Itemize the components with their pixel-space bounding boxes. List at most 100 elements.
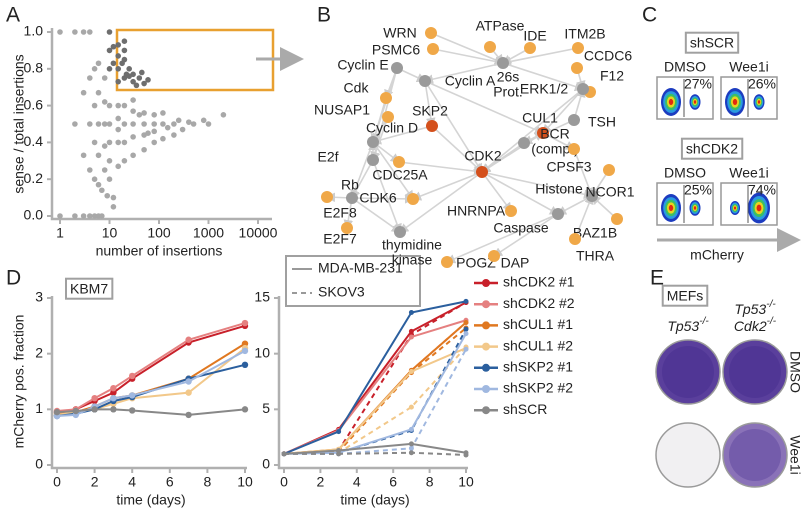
scatter-point bbox=[179, 126, 186, 133]
data-point bbox=[408, 309, 414, 315]
y-tick-label: 1.0 bbox=[24, 23, 44, 39]
node-label: Cyclin E bbox=[337, 57, 388, 73]
scatter-point bbox=[106, 121, 113, 127]
scatter-point bbox=[80, 152, 87, 159]
scatter-point bbox=[95, 213, 102, 219]
scatter-point bbox=[121, 38, 128, 44]
y-tick-label: 0.0 bbox=[24, 207, 44, 223]
scatter-point bbox=[91, 66, 98, 72]
scatter-point bbox=[101, 121, 108, 127]
network-node bbox=[341, 222, 353, 234]
density-contour bbox=[668, 98, 674, 106]
network-node bbox=[497, 57, 509, 69]
node-label: WRN bbox=[383, 25, 416, 41]
condition-label: DMSO bbox=[664, 165, 706, 181]
group-title-box bbox=[684, 31, 740, 54]
network-node bbox=[367, 154, 379, 166]
data-line bbox=[283, 328, 467, 455]
y-tick-label: 0.6 bbox=[24, 96, 44, 112]
data-point bbox=[408, 450, 414, 456]
scatter-point bbox=[95, 60, 102, 67]
scatter-point bbox=[115, 102, 122, 109]
network-edge bbox=[481, 171, 594, 199]
legend-label: shSKP2 #2 bbox=[503, 380, 573, 396]
title-box bbox=[65, 277, 114, 300]
node-label: THRA bbox=[576, 248, 615, 264]
network-edge bbox=[411, 171, 483, 201]
node-label: Caspase bbox=[493, 220, 548, 236]
panel-label: A bbox=[6, 4, 20, 27]
scatter-point bbox=[101, 99, 108, 105]
node-label: Prot. bbox=[493, 84, 523, 100]
network-edge bbox=[424, 80, 545, 135]
data-point bbox=[110, 389, 117, 396]
plate-stain bbox=[729, 429, 781, 481]
scatter-point bbox=[151, 112, 158, 118]
network-edge bbox=[372, 159, 402, 234]
scatter-point bbox=[130, 71, 136, 78]
scatter-point bbox=[106, 139, 113, 146]
network-node bbox=[611, 213, 623, 225]
scatter-point bbox=[136, 75, 143, 81]
scatter-point bbox=[115, 42, 122, 48]
network-node bbox=[346, 192, 358, 204]
scatter-point bbox=[115, 115, 122, 122]
genotype-label: Tp53-/- bbox=[734, 299, 776, 317]
network-edge bbox=[432, 48, 505, 67]
node-label: 26s bbox=[497, 69, 520, 85]
scatter-point bbox=[121, 139, 128, 146]
node-label: ATPase bbox=[476, 18, 525, 34]
y-tick-label: 2 bbox=[35, 344, 43, 360]
data-line bbox=[283, 300, 467, 455]
node-label: Cdk bbox=[344, 80, 370, 96]
scatter-point bbox=[95, 121, 102, 127]
legend-label: shCDK2 #1 bbox=[503, 274, 575, 290]
network-edge bbox=[445, 213, 559, 264]
node-label: CDC25A bbox=[372, 167, 428, 183]
node-label: CPSF3 bbox=[546, 159, 591, 175]
network-edge bbox=[350, 141, 374, 200]
x-axis-label: time (days) bbox=[340, 492, 409, 508]
network-node bbox=[569, 233, 581, 245]
network-edge bbox=[502, 62, 585, 92]
highlight-box bbox=[115, 28, 275, 92]
y-tick-label: 10 bbox=[254, 344, 270, 360]
data-line bbox=[56, 324, 246, 414]
plates-title-box bbox=[661, 284, 709, 307]
network-edge bbox=[431, 125, 484, 174]
scatter-point bbox=[200, 117, 207, 124]
network-edge bbox=[371, 125, 433, 145]
x-tick-label: 4 bbox=[128, 474, 136, 490]
legend-label: SKOV3 bbox=[318, 284, 365, 300]
scatter-point bbox=[130, 152, 136, 159]
y-tick-label: 0.2 bbox=[24, 170, 44, 186]
scatter-point bbox=[106, 29, 113, 35]
scatter-point bbox=[164, 124, 171, 131]
scatter-point bbox=[72, 213, 78, 219]
network-node bbox=[577, 83, 589, 95]
data-point bbox=[110, 395, 117, 402]
plate-stain bbox=[662, 346, 714, 398]
scatter-point bbox=[160, 121, 166, 127]
node-label: DAP bbox=[501, 255, 530, 271]
network-edge bbox=[351, 159, 374, 200]
density-contour bbox=[757, 100, 761, 104]
x-tick-label: 6 bbox=[166, 474, 174, 490]
legend-dot bbox=[482, 300, 490, 309]
network-edge bbox=[351, 194, 415, 204]
data-point bbox=[185, 378, 192, 385]
scatter-point bbox=[106, 66, 113, 72]
data-point bbox=[336, 451, 342, 457]
network-edge bbox=[481, 171, 512, 213]
genotype-label: Cdk2-/- bbox=[734, 316, 777, 334]
network-node bbox=[568, 114, 580, 126]
data-point bbox=[281, 451, 287, 457]
scatter-point bbox=[104, 192, 111, 199]
scatter-point bbox=[205, 121, 212, 127]
scatter-point bbox=[130, 97, 136, 103]
scatter-point bbox=[110, 60, 117, 67]
scatter-point bbox=[101, 143, 108, 149]
scatter-point bbox=[151, 128, 158, 135]
data-line bbox=[283, 347, 467, 455]
scatter-point bbox=[87, 167, 93, 173]
